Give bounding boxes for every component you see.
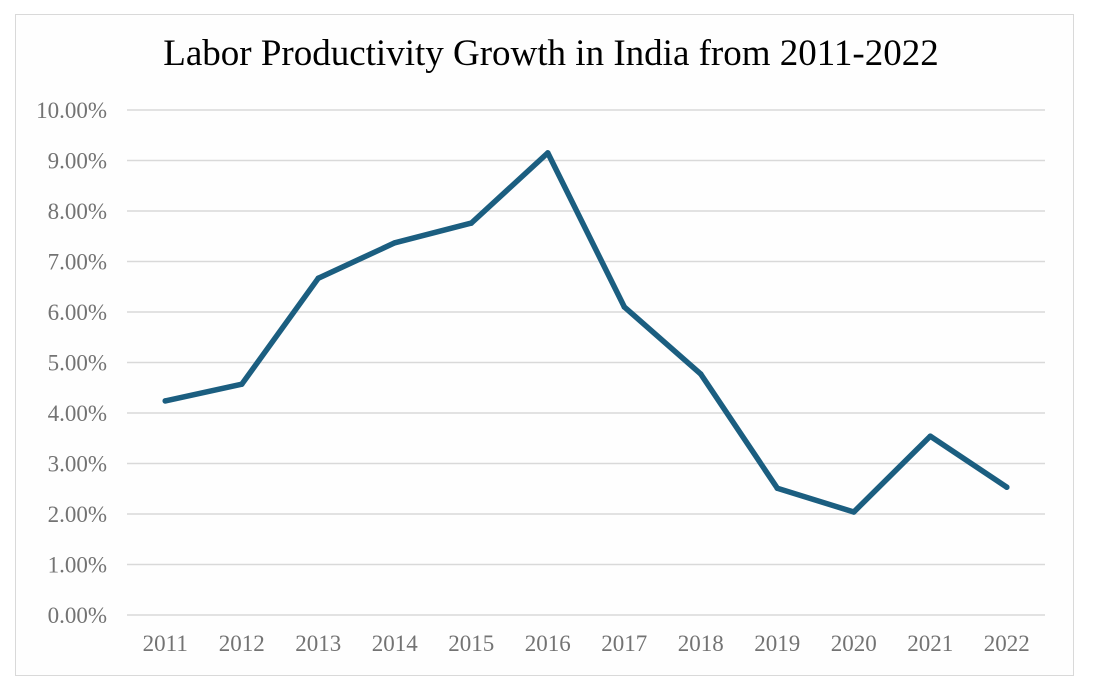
y-axis-labels: 0.00% 1.00% 2.00% 3.00% 4.00% 5.00% 6.00% 7.00%… [36, 98, 107, 628]
data-point-2020 [851, 509, 857, 515]
x-tick-label: 2013 [295, 631, 341, 656]
x-tick-label: 2021 [907, 631, 953, 656]
data-point-2015 [468, 220, 474, 226]
x-tick-label: 2017 [601, 631, 647, 656]
y-tick-label: 10.00% [36, 98, 107, 123]
x-tick-label: 2020 [831, 631, 877, 656]
x-axis-labels: 2011 2012 2013 2014 2015 2016 2017 2018 2019 2020… [143, 631, 1030, 656]
x-tick-label: 2018 [678, 631, 724, 656]
data-point-2011 [162, 398, 168, 404]
y-tick-label: 0.00% [48, 603, 107, 628]
series-line [162, 150, 1010, 515]
x-tick-label: 2015 [448, 631, 494, 656]
chart-title: Labor Productivity Growth in India from … [163, 33, 939, 74]
x-tick-label: 2011 [143, 631, 188, 656]
data-point-2016 [545, 150, 551, 156]
gridlines [127, 109, 1045, 616]
y-tick-label: 1.00% [48, 553, 107, 578]
x-tick-label: 2019 [754, 631, 800, 656]
x-tick-label: 2014 [372, 631, 419, 656]
data-point-2014 [392, 240, 398, 246]
series-group [162, 150, 1010, 515]
y-tick-label: 7.00% [48, 250, 107, 275]
y-tick-label: 8.00% [48, 199, 107, 224]
y-tick-label: 3.00% [48, 452, 107, 477]
y-tick-label: 5.00% [48, 351, 107, 376]
data-point-2018 [698, 371, 704, 377]
data-point-2013 [315, 275, 321, 281]
data-point-2019 [774, 485, 780, 491]
y-tick-label: 9.00% [48, 149, 107, 174]
data-point-2017 [621, 304, 627, 310]
data-point-2012 [239, 381, 245, 387]
x-tick-label: 2016 [525, 631, 571, 656]
data-point-2022 [1004, 484, 1010, 490]
chart-area [15, 14, 1074, 676]
x-tick-label: 2022 [984, 631, 1030, 656]
data-point-2021 [927, 433, 933, 439]
y-tick-label: 4.00% [48, 401, 107, 426]
y-tick-label: 2.00% [48, 502, 107, 527]
y-tick-label: 6.00% [48, 300, 107, 325]
x-tick-label: 2012 [219, 631, 265, 656]
